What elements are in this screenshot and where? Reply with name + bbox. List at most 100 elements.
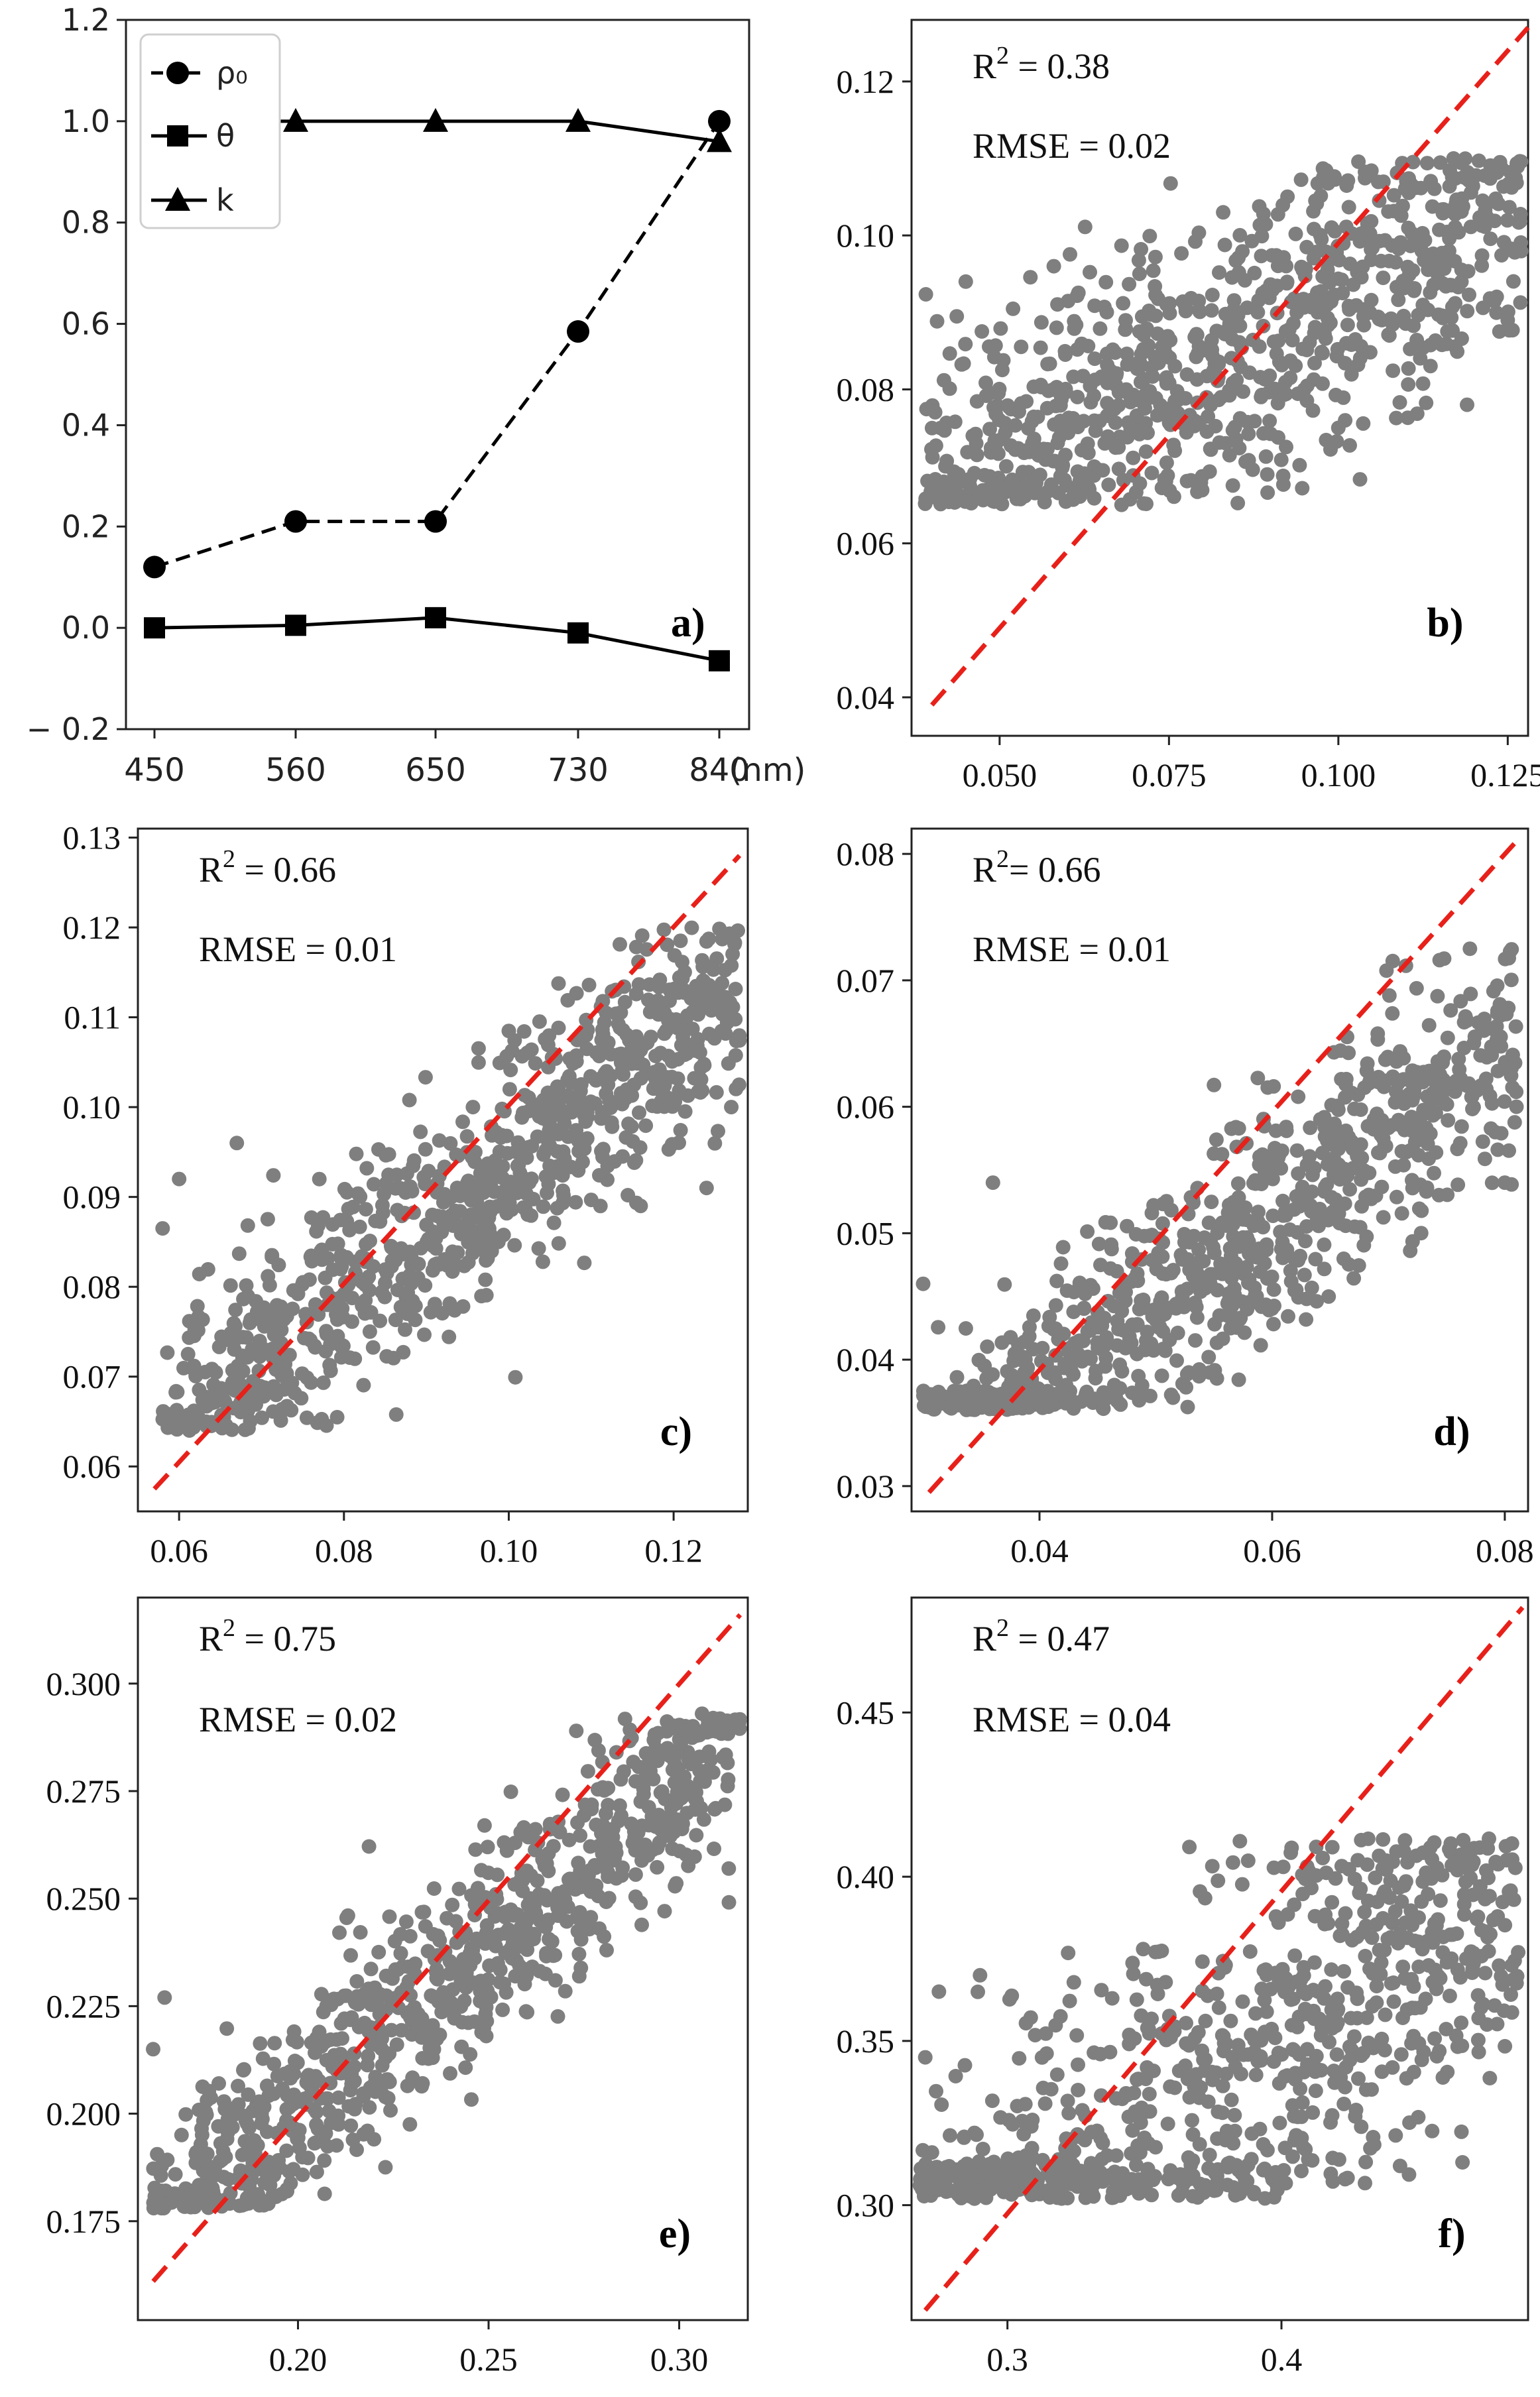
scatter-point	[532, 1014, 547, 1029]
scatter-point	[1449, 2028, 1464, 2043]
rmse-annotation: RMSE = 0.01	[973, 929, 1171, 969]
scatter-point	[949, 1370, 965, 1385]
scatter-point	[1126, 450, 1141, 465]
scatter-point	[1205, 1859, 1220, 1874]
scatter-point	[672, 1843, 687, 1859]
scatter-point	[1093, 1257, 1108, 1273]
scatter-point	[1380, 1931, 1395, 1946]
scatter-point	[190, 1322, 206, 1338]
scatter-point	[550, 1159, 565, 1174]
scatter-point	[1157, 1343, 1173, 1358]
scatter-point	[1411, 1910, 1426, 1925]
scatter-point	[567, 1882, 583, 1897]
y-tick-label: 0.09	[63, 1179, 121, 1216]
scatter-point	[540, 1100, 556, 1116]
scatter-point	[1087, 298, 1102, 314]
scatter-point	[541, 1177, 556, 1192]
scatter-point	[1341, 1257, 1356, 1272]
scatter-point	[1212, 265, 1226, 280]
scatter-point	[333, 1290, 348, 1305]
scatter-point	[445, 1897, 460, 1912]
scatter-point	[1411, 2109, 1426, 2125]
scatter-point	[1242, 1944, 1258, 1959]
scatter-point	[470, 1881, 485, 1896]
x-tick-label: 0.3	[986, 2341, 1028, 2378]
scatter-point	[1507, 1115, 1522, 1130]
scatter-point	[1002, 1992, 1017, 2007]
scatter-point	[1019, 1388, 1034, 1403]
scatter-point	[186, 1420, 201, 1435]
scatter-point	[1347, 1871, 1362, 1887]
scatter-point	[379, 1176, 394, 1191]
scatter-point	[1034, 2050, 1049, 2065]
scatter-point	[628, 939, 644, 955]
scatter-point	[1284, 1840, 1299, 1855]
scatter-point	[370, 1998, 385, 2013]
scatter-point	[929, 2083, 943, 2099]
scatter-point	[208, 1365, 223, 1380]
scatter-point	[202, 2083, 217, 2099]
scatter-point	[1509, 1099, 1524, 1114]
scatter-point	[1238, 1200, 1253, 1215]
scatter-point	[1484, 1175, 1500, 1191]
scatter-point	[470, 1210, 485, 1225]
scatter-point	[1115, 1322, 1130, 1338]
scatter-point	[1362, 1961, 1377, 1976]
scatter-point	[1500, 312, 1515, 327]
scatter-point	[1494, 248, 1509, 263]
scatter-point	[1376, 1131, 1391, 1146]
y-tick-label: 0.04	[837, 679, 895, 716]
scatter-point	[916, 1276, 931, 1291]
r2-annotation: R2 = 0.38	[973, 42, 1110, 86]
scatter-point	[233, 1405, 249, 1420]
scatter-point	[536, 1199, 551, 1214]
scatter-point	[1067, 321, 1082, 336]
scatter-point	[721, 1772, 736, 1787]
scatter-point	[1354, 1172, 1369, 1187]
scatter-point	[356, 2089, 371, 2104]
scatter-point	[1386, 188, 1401, 203]
scatter-point	[1374, 2031, 1390, 2046]
scatter-point	[958, 494, 973, 509]
scatter-point	[1450, 1962, 1465, 1977]
scatter-point	[406, 1153, 422, 1168]
scatter-point	[671, 1761, 686, 1776]
x-tick-label: 0.25	[459, 2341, 518, 2378]
scatter-point	[341, 2099, 357, 2114]
scatter-point	[1466, 1841, 1482, 1856]
y-tick-label: 0.10	[837, 217, 895, 254]
rmse-annotation: RMSE = 0.02	[199, 1700, 397, 1739]
scatter-point	[653, 1045, 668, 1061]
scatter-point	[317, 2186, 332, 2201]
scatter-point	[1287, 1897, 1302, 1912]
scatter-point	[696, 1812, 711, 1827]
scatter-point	[1131, 1368, 1146, 1383]
scatter-point	[1492, 997, 1508, 1012]
scatter-point	[192, 1267, 207, 1281]
scatter-point	[1333, 1043, 1348, 1058]
scatter-point	[465, 1942, 481, 1958]
scatter-point	[1004, 472, 1020, 487]
y-tick-label: 0.08	[837, 371, 895, 408]
scatter-point	[1385, 2060, 1400, 2075]
scatter-point	[942, 346, 957, 361]
scatter-point	[1358, 2154, 1374, 2170]
scatter-point	[980, 1339, 995, 1354]
scatter-point	[284, 2064, 299, 2079]
scatter-point	[1480, 1841, 1496, 1856]
scatter-point	[388, 1407, 404, 1422]
scatter-point	[359, 1161, 375, 1176]
scatter-point	[1496, 235, 1511, 250]
scatter-point	[1307, 355, 1322, 371]
scatter-point	[1024, 2149, 1039, 2164]
scatter-point	[545, 1086, 560, 1101]
scatter-point	[1087, 459, 1102, 474]
scatter-point	[1315, 376, 1330, 391]
scatter-point	[579, 1025, 594, 1041]
scatter-point	[675, 955, 689, 970]
scatter-point	[1211, 354, 1226, 369]
scatter-point	[1413, 1226, 1429, 1241]
scatter-point	[955, 1399, 971, 1414]
scatter-point	[1356, 309, 1371, 324]
scatter-point	[1057, 473, 1072, 487]
